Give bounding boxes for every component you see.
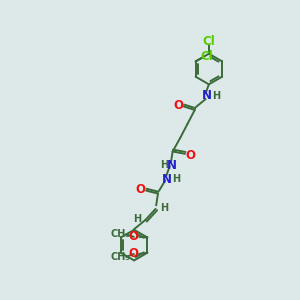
Text: CH₃: CH₃ <box>110 229 130 239</box>
Text: H: H <box>133 214 141 224</box>
Text: H: H <box>172 174 180 184</box>
Text: H: H <box>212 91 220 100</box>
Text: Cl: Cl <box>202 35 215 48</box>
Text: O: O <box>185 148 195 161</box>
Text: O: O <box>173 99 183 112</box>
Text: CH₃: CH₃ <box>110 253 130 262</box>
Text: O: O <box>136 183 146 196</box>
Text: N: N <box>202 89 212 102</box>
Text: O: O <box>129 248 139 260</box>
Text: Cl: Cl <box>200 50 213 63</box>
Text: N: N <box>162 172 172 186</box>
Text: H: H <box>160 160 169 170</box>
Text: N: N <box>167 158 177 172</box>
Text: O: O <box>129 230 139 243</box>
Text: H: H <box>160 203 168 213</box>
